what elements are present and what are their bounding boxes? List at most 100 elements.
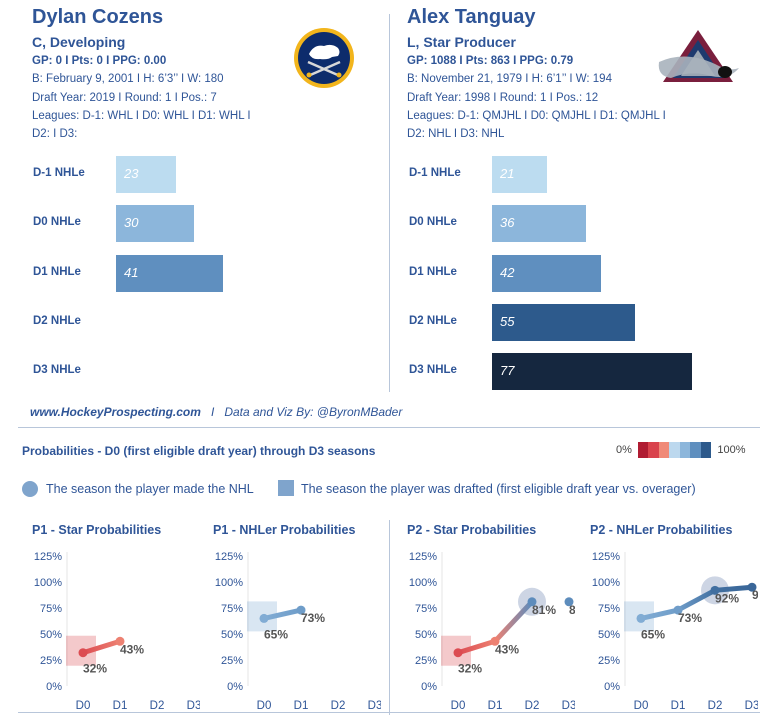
- nhle-row-label: D3 NHLe: [409, 364, 457, 376]
- data-point: [527, 597, 537, 607]
- nhle-bar: 30: [116, 205, 194, 242]
- x-tick-label: D1: [488, 700, 503, 712]
- nhle-row-label: D-1 NHLe: [33, 167, 85, 179]
- buffalo-sabres-logo: [292, 26, 356, 90]
- series-line-segment: [455, 638, 498, 656]
- nhl-season-legend-icon: [22, 481, 38, 497]
- y-tick-label: 75%: [221, 603, 243, 615]
- nhle-bar-value: 41: [124, 265, 139, 280]
- nhle-bar-value: 21: [500, 166, 515, 181]
- chart4-title: P2 - NHLer Probabilities: [590, 523, 733, 537]
- x-tick-label: D2: [525, 700, 540, 712]
- nhle-bar: 36: [492, 205, 586, 242]
- data-label: 92%: [715, 591, 739, 605]
- chart2-title: P1 - NHLer Probabilities: [213, 523, 356, 537]
- y-tick-label: 125%: [409, 551, 437, 563]
- y-tick-label: 50%: [415, 629, 437, 641]
- x-tick-label: D2: [331, 700, 346, 712]
- data-label: 81%: [569, 603, 575, 617]
- scale-max-label: 100%: [717, 444, 746, 456]
- player1-leagues: Leagues: D-1: WHL I D0: WHL I D1: WHL I: [32, 110, 251, 122]
- data-point: [296, 605, 306, 615]
- data-point: [259, 613, 269, 623]
- data-point: [636, 613, 646, 623]
- data-point: [490, 636, 500, 646]
- player2-bio: B: November 21, 1979 I H: 6’1’’ I W: 194: [407, 73, 612, 85]
- data-label: 32%: [458, 662, 482, 676]
- player2-stats: GP: 1088 I Pts: 863 I PPG: 0.79: [407, 55, 574, 67]
- nhle-bar-value: 30: [124, 215, 139, 230]
- x-tick-label: D2: [150, 700, 165, 712]
- nhle-bar-value: 42: [500, 265, 515, 280]
- data-point: [673, 605, 683, 615]
- player1-type: C, Developing: [32, 34, 126, 50]
- nhle-bar-value: 23: [124, 166, 139, 181]
- series-line-segment: [492, 599, 535, 644]
- x-tick-label: D0: [451, 700, 466, 712]
- data-label: 32%: [83, 662, 107, 676]
- player2-leagues-2: D2: NHL I D3: NHL: [407, 128, 505, 140]
- nhle-row-label: D2 NHLe: [409, 315, 457, 327]
- scale-swatch: [700, 442, 712, 458]
- player2-type: L, Star Producer: [407, 34, 516, 50]
- p2-nhler-probability-chart: 125% 100% 75% 50% 25% 0% D0 D1 D2 D3 65% 73% 92% 95%: [592, 551, 758, 712]
- series-line-segment: [675, 587, 718, 613]
- scale-swatch: [690, 442, 701, 458]
- series-line-segment: [712, 584, 755, 593]
- y-tick-label: 125%: [34, 551, 62, 563]
- data-label: 65%: [641, 627, 665, 641]
- nhle-row-label: D0 NHLe: [33, 216, 81, 228]
- player1-name: Dylan Cozens: [32, 6, 164, 28]
- scale-swatches: [637, 442, 712, 458]
- y-tick-label: 100%: [34, 577, 62, 589]
- y-tick-label: 0%: [604, 681, 620, 693]
- site-link[interactable]: www.HockeyProspecting.com: [30, 405, 201, 419]
- bottom-divider: [389, 520, 390, 715]
- x-tick-label: D3: [187, 700, 200, 712]
- nhl-season-legend-text: The season the player made the NHL: [46, 482, 254, 496]
- scale-swatch: [637, 442, 649, 458]
- x-tick-label: D0: [76, 700, 91, 712]
- y-tick-label: 100%: [215, 577, 243, 589]
- nhle-bar: 42: [492, 255, 601, 292]
- x-tick-label: D3: [745, 700, 758, 712]
- nhle-bar-value: 55: [500, 314, 515, 329]
- y-tick-label: 75%: [40, 603, 62, 615]
- player1-draft: Draft Year: 2019 I Round: 1 I Pos.: 7: [32, 92, 217, 104]
- x-tick-label: D1: [294, 700, 309, 712]
- y-tick-label: 0%: [46, 681, 62, 693]
- nhle-row-label: D1 NHLe: [409, 266, 457, 278]
- y-tick-label: 50%: [598, 629, 620, 641]
- credit-line: www.HockeyProspecting.com I Data and Viz…: [30, 405, 402, 419]
- nhle-bar: 55: [492, 304, 635, 341]
- y-tick-label: 75%: [415, 603, 437, 615]
- nhle-bar: 41: [116, 255, 223, 292]
- y-tick-label: 100%: [592, 577, 620, 589]
- player2-name: Alex Tanguay: [407, 6, 536, 28]
- bottom-rule: [18, 712, 760, 713]
- y-tick-label: 75%: [598, 603, 620, 615]
- p2-star-probability-chart: 125% 100% 75% 50% 25% 0% D0 D1 D2 D3 32% 43% 81% 81%: [409, 551, 575, 712]
- data-point: [710, 585, 720, 595]
- drafted-season-legend-icon: [278, 480, 294, 496]
- data-label: 95%: [752, 588, 758, 602]
- x-tick-label: D1: [113, 700, 128, 712]
- data-label: 73%: [301, 611, 325, 625]
- nhle-bar: 21: [492, 156, 547, 193]
- data-label: 43%: [120, 642, 144, 656]
- scale-swatch: [648, 442, 659, 458]
- series-line-segment: [261, 607, 304, 621]
- x-tick-label: D1: [671, 700, 686, 712]
- data-point: [78, 648, 88, 658]
- player1-leagues-2: D2: I D3:: [32, 128, 78, 140]
- y-tick-label: 0%: [421, 681, 437, 693]
- nhle-row-label: D3 NHLe: [33, 364, 81, 376]
- nhle-bar-value: 36: [500, 215, 515, 230]
- x-tick-label: D0: [257, 700, 272, 712]
- chart3-title: P2 - Star Probabilities: [407, 523, 537, 537]
- drafted-season-legend-text: The season the player was drafted (first…: [301, 482, 696, 496]
- y-tick-label: 0%: [227, 681, 243, 693]
- data-point: [115, 636, 125, 646]
- data-label: 65%: [264, 627, 288, 641]
- x-tick-label: D2: [708, 700, 723, 712]
